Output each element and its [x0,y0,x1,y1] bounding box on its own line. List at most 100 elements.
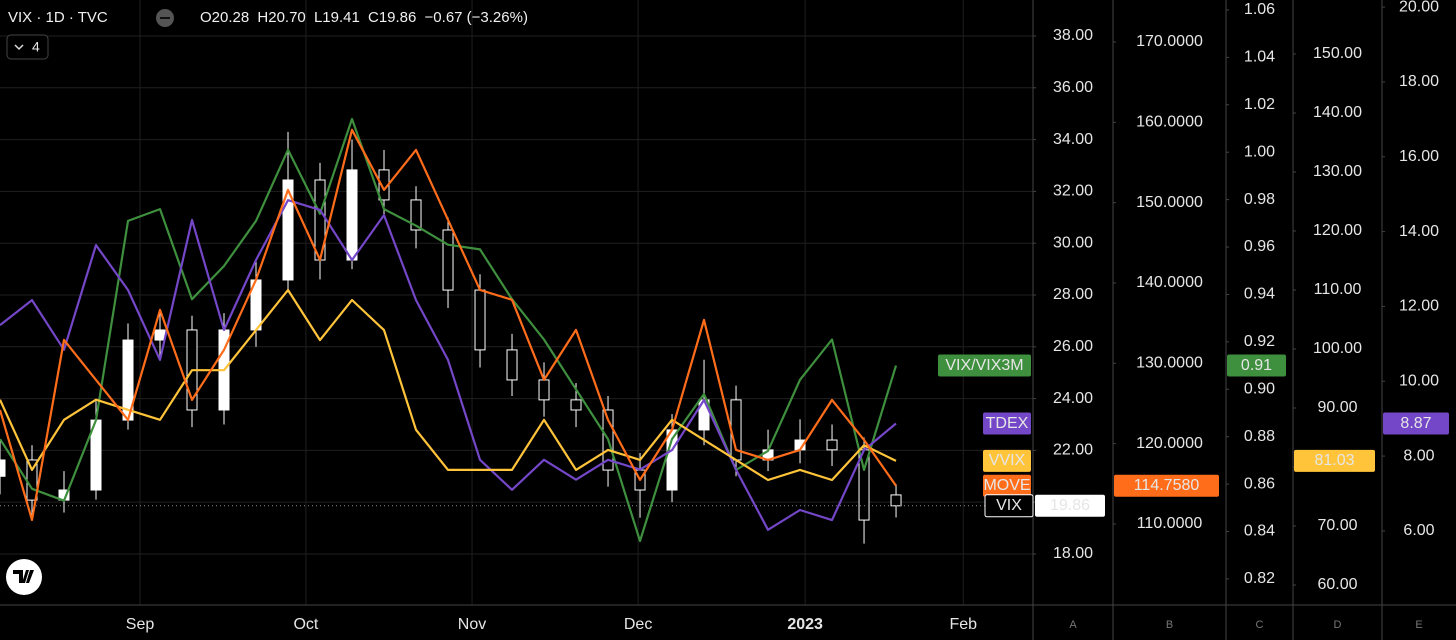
x-tick-label: Sep [126,616,155,633]
ohlc-close: C19.86 [368,9,416,26]
series-line [0,128,897,521]
x-tick-label: 2023 [787,616,823,633]
y-tick-label: 20.00 [1399,0,1439,15]
axis-id: A [1069,619,1077,631]
series-name-tag-bg [983,449,1031,472]
y-tick-label: 26.00 [1053,338,1093,355]
y-tick-label: 12.00 [1399,298,1439,315]
y-tick-label: 110.00 [1314,281,1362,298]
candle-body [826,439,838,451]
chevron-icon [14,44,24,51]
candle-body [0,459,6,477]
y-tick-label: 170.0000 [1136,33,1203,50]
y-tick-label: 150.0000 [1136,194,1203,211]
indicator-badge[interactable] [6,34,49,60]
candle-body [154,329,166,341]
series-name-tag: VVIX [989,452,1026,469]
series-line [0,199,897,531]
y-tick-label: 110.0000 [1137,515,1203,532]
y-tick-label: 0.84 [1244,523,1275,540]
series-name-tag: VIX/VIX3M [945,357,1023,374]
candle-body [410,199,422,231]
y-tick-label: 150.00 [1313,45,1362,62]
ohlc-change: −0.67 (−3.26%) [425,9,528,26]
series-line [0,117,898,543]
tv-logo [6,559,42,595]
candle-body [538,379,550,401]
x-tick-label: Nov [458,616,486,633]
axes: A 18.00 20.00 22.00 24.00 26.00 28.00 30.00 32.0… [126,0,1439,633]
candle-body [282,179,294,281]
y-tick-label: 0.96 [1244,238,1275,255]
y-tick-label: 22.00 [1053,442,1093,459]
y-tick-label: 16.00 [1399,148,1439,165]
x-tick-label: Oct [293,616,318,633]
y-tick-label: 18.00 [1053,545,1093,562]
last-value-tag: 0.91 [1241,357,1272,374]
y-tick-label: 90.00 [1317,399,1357,416]
ohlc-legend: O20.28 H20.70 L19.41 C19.86 −0.67 (−3.26… [200,9,528,26]
x-tick-label: Dec [624,616,652,633]
y-tick-label: 120.0000 [1136,435,1203,452]
y-tick-label: 28.00 [1053,286,1093,303]
axis-id: E [1415,619,1422,631]
plot-area [0,117,1033,544]
y-tick-label: 38.00 [1053,27,1093,44]
axis-id: C [1256,619,1264,631]
y-tick-label: 1.04 [1244,49,1275,66]
ohlc-low: L19.41 [314,9,360,26]
series-line [0,288,897,482]
series-name-tag: MOVE [983,477,1030,494]
last-value-tag-bg [1114,474,1219,497]
y-tick-label: 1.00 [1244,143,1275,160]
y-tick-label: 0.94 [1244,286,1275,303]
y-tick-label: 0.88 [1244,428,1275,445]
y-tick-label: 34.00 [1053,131,1093,148]
grid [0,0,1033,605]
ohlc-high: H20.70 [257,9,305,26]
x-tick-label: Feb [949,616,977,633]
last-value-tag: 19.86 [1050,497,1090,514]
series-name-tag-bg [984,494,1034,518]
y-tick-label: 14.00 [1399,223,1439,240]
last-value-tag-bg [1035,494,1105,517]
y-tick-label: 18.00 [1399,73,1439,90]
series-name-tag-bg [938,354,1031,377]
candle-body [890,494,902,507]
axis-id: B [1166,619,1173,631]
y-tick-label: 0.86 [1244,475,1275,492]
candle-body [506,349,518,381]
chart-title: VIX · 1D · TVC [8,9,108,26]
y-tick-label: 130.00 [1313,163,1362,180]
y-tick-label: 30.00 [1053,234,1093,251]
last-value-tag-bg [1383,412,1449,435]
y-tick-label: 130.0000 [1136,355,1203,372]
y-tick-label: 6.00 [1403,522,1434,539]
candle-body [474,289,486,351]
y-tick-label: 32.00 [1053,183,1093,200]
series-name-tag-bg [983,474,1031,497]
logo-mark [13,570,34,583]
candle-body [346,169,358,261]
y-tick-label: 120.00 [1313,222,1362,239]
y-tick-label: 140.00 [1313,104,1362,121]
y-tick-label: 0.90 [1244,380,1275,397]
last-value-tag: 114.7580 [1134,477,1200,494]
y-tick-label: 160.0000 [1136,114,1203,131]
y-tick-label: 0.98 [1244,191,1275,208]
indicator-count: 4 [32,39,40,55]
y-tick-label: 60.00 [1317,576,1357,593]
candle-body [442,229,454,291]
y-tick-label: 1.02 [1244,96,1275,113]
y-tick-label: 1.06 [1244,1,1275,18]
last-value-tag-bg [1227,354,1286,377]
series-name-tag-bg [983,412,1031,435]
axis-id: D [1334,619,1342,631]
last-value-tag: 8.87 [1400,415,1431,432]
series-name-tag: TDEX [986,415,1029,432]
y-tick-label: 36.00 [1053,79,1093,96]
ohlc-open: O20.28 [200,9,249,26]
y-tick-label: 70.00 [1317,517,1357,534]
